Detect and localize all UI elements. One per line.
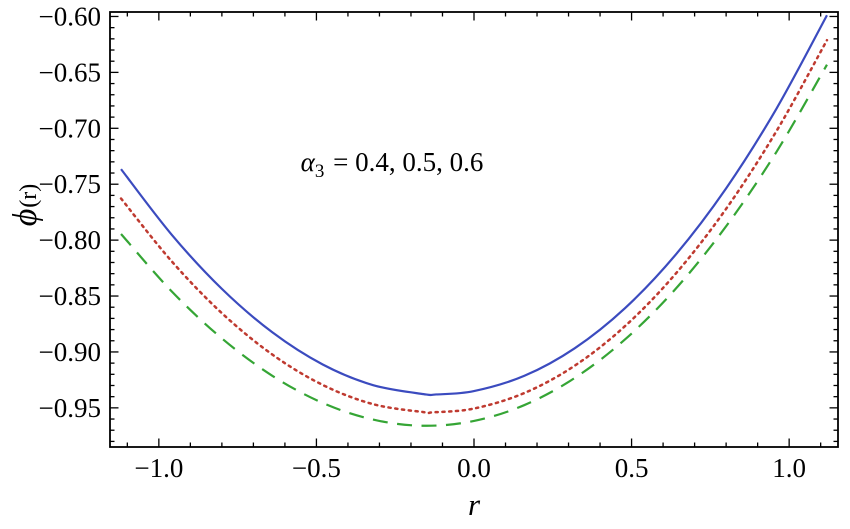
y-tick-label: −0.60 [39,1,101,31]
series-line-2 [120,64,828,427]
y-tick-label: −0.80 [39,225,101,255]
ticks [110,12,838,447]
y-tick-label: −0.90 [39,337,101,367]
y-tick-label: −0.75 [39,169,101,199]
curves [119,14,829,427]
y-axis-label: ϕ(r) [7,184,44,227]
annotation: α3 = 0.4, 0.5, 0.6 [301,147,484,182]
series-line-1 [119,38,829,415]
series-line-0 [120,14,828,397]
x-tick-label: 0.5 [615,453,649,483]
x-tick-label: −0.5 [292,453,341,483]
y-tick-label: −0.65 [39,57,101,87]
plot-frame [109,11,839,448]
x-tick-label: 0.0 [457,453,491,483]
x-tick-label: 1.0 [772,453,806,483]
y-tick-label: −0.70 [39,113,101,143]
y-tick-label: −0.95 [39,393,101,423]
x-axis-label: r [468,487,481,522]
y-tick-label: −0.85 [39,281,101,311]
x-tick-label: −1.0 [134,453,183,483]
